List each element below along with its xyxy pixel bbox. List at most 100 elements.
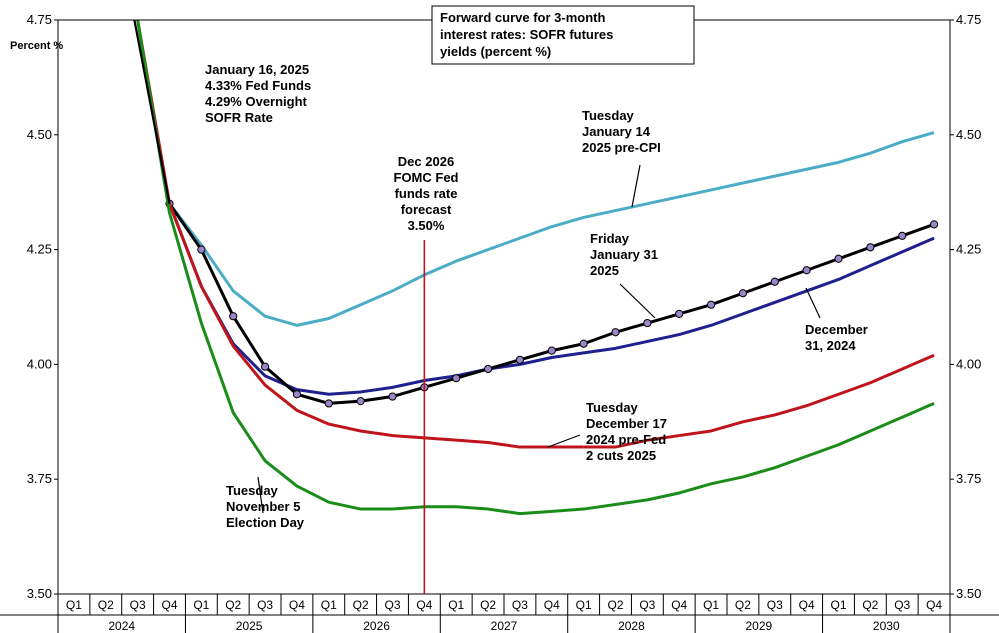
series-point-jan31 bbox=[770, 277, 779, 286]
series-line-dec31 bbox=[168, 203, 935, 396]
jan31-annotation-text: Friday January 31 2025 bbox=[590, 231, 658, 278]
fomc-annotation-text-bg bbox=[370, 152, 482, 236]
series-line-dec17-lead bbox=[136, 20, 138, 21]
series-point-jan31 bbox=[292, 390, 302, 399]
y-tick-label-right: 4.75 bbox=[956, 12, 981, 27]
fomc-annotation-text-line: 3.50% bbox=[408, 218, 445, 233]
series-point-jan31 bbox=[452, 374, 461, 383]
x-quarter-label: Q3 bbox=[130, 598, 146, 612]
title-box-line-2: interest rates: SOFR futures bbox=[440, 27, 613, 42]
series-point-jan31 bbox=[197, 245, 206, 254]
x-quarter-label: Q4 bbox=[926, 598, 942, 612]
jan31-annotation-line: Friday bbox=[590, 231, 630, 246]
y-tick-label-right: 3.50 bbox=[956, 586, 981, 601]
x-quarter-label: Q4 bbox=[416, 598, 432, 612]
series-point-jan31 bbox=[515, 355, 525, 364]
title-box-line-3: yields (percent %) bbox=[440, 44, 551, 59]
dec17-annotation: Tuesday December 17 2024 pre-Fed 2 cuts 202… bbox=[586, 400, 667, 463]
dec17-annotation-line: 2 cuts 2025 bbox=[586, 448, 656, 463]
x-quarter-label: Q1 bbox=[193, 598, 209, 612]
y-tick-label-right: 4.00 bbox=[956, 356, 981, 371]
dec31-leader bbox=[805, 287, 821, 319]
series-point-jan31 bbox=[929, 220, 939, 229]
series-layer bbox=[133, 20, 939, 516]
series-point-jan31 bbox=[483, 364, 493, 374]
x-quarter-label: Q4 bbox=[161, 598, 177, 612]
series-line-dec17 bbox=[679, 353, 935, 438]
x-quarter-label: Q3 bbox=[894, 598, 910, 612]
x-quarter-label: Q1 bbox=[448, 598, 464, 612]
fomc-annotation-text-line: funds rate bbox=[395, 186, 458, 201]
y-tick-label-left: 4.50 bbox=[27, 127, 52, 142]
fed-funds-annotation-line: 4.29% Overnight bbox=[205, 94, 308, 109]
series-point-jan31 bbox=[611, 328, 620, 337]
dec31-annotation-text: December 31, 2024 bbox=[805, 322, 868, 353]
series-point-jan31 bbox=[898, 231, 907, 240]
x-quarter-label: Q3 bbox=[512, 598, 528, 612]
dec17-annotation-line: December 17 bbox=[586, 416, 667, 431]
x-quarter-label: Q4 bbox=[671, 598, 687, 612]
x-quarter-label: Q3 bbox=[767, 598, 783, 612]
nov5-annotation-line: Election Day bbox=[226, 515, 305, 530]
title-box-text: Forward curve for 3-month interest rates… bbox=[440, 10, 617, 59]
jan31-annotation-line: 2025 bbox=[590, 263, 619, 278]
series-line-jan31-lead bbox=[133, 20, 171, 204]
x-quarter-label: Q2 bbox=[225, 598, 241, 612]
series-line-jan31 bbox=[168, 202, 935, 405]
jan14-annotation-text: Tuesday January 14 2025 pre-CPI bbox=[582, 108, 661, 155]
series-point-jan31 bbox=[643, 318, 652, 328]
series-point-jan31 bbox=[579, 339, 588, 348]
dec17-annotation-text: Tuesday December 17 2024 pre-Fed 2 cuts 202… bbox=[586, 400, 667, 463]
jan31-annotation-line: January 31 bbox=[590, 247, 658, 262]
nov5-leader bbox=[257, 476, 264, 514]
fed-funds-annotation-text: January 16, 2025 4.33% Fed Funds 4.29% Ove… bbox=[205, 62, 311, 125]
series-point-jan31 bbox=[260, 362, 270, 371]
x-quarter-label: Q4 bbox=[799, 598, 815, 612]
fomc-annotation-text-line: Dec 2026 bbox=[398, 154, 454, 169]
dec31-annotation-line: December bbox=[805, 322, 868, 337]
y-tick-label-left: 4.00 bbox=[27, 356, 52, 371]
dec17-annotation-line: Tuesday bbox=[586, 400, 639, 415]
series-point-jan31 bbox=[324, 399, 333, 408]
fomc-annotation-text: Dec 2026 FOMC Fed funds rate forecast 3.50% bbox=[370, 152, 482, 236]
x-quarter-label: Q2 bbox=[98, 598, 114, 612]
dec17-annotation-line: 2024 pre-Fed bbox=[586, 432, 666, 447]
series-line-nov5-lead bbox=[136, 20, 138, 21]
series-point-jan31 bbox=[802, 266, 811, 275]
x-quarter-label: Q2 bbox=[480, 598, 496, 612]
x-quarter-label: Q2 bbox=[607, 598, 623, 612]
series-point-jan31 bbox=[388, 392, 397, 401]
jan14-leader bbox=[631, 164, 641, 208]
dec31-annotation-line: 31, 2024 bbox=[805, 338, 856, 353]
jan14-annotation: Tuesday January 14 2025 pre-CPI bbox=[582, 108, 661, 155]
y-tick-label-left: 3.50 bbox=[27, 586, 52, 601]
x-quarter-label: Q1 bbox=[66, 598, 82, 612]
x-quarter-label: Q3 bbox=[384, 598, 400, 612]
x-quarter-label: Q4 bbox=[544, 598, 560, 612]
fomc-annotation-text-line: forecast bbox=[401, 202, 452, 217]
jan14-annotation-line: 2025 pre-CPI bbox=[582, 140, 661, 155]
y-tick-label-right: 4.25 bbox=[956, 242, 981, 257]
nov5-annotation-text: Tuesday November 5 Election Day bbox=[226, 483, 305, 530]
x-year-label: 2027 bbox=[491, 619, 518, 633]
series-point-jan31 bbox=[356, 397, 365, 406]
series-point-jan31 bbox=[706, 300, 716, 309]
x-year-label: 2026 bbox=[363, 619, 390, 633]
series-point-jan31 bbox=[675, 309, 684, 318]
series-point-jan31 bbox=[866, 243, 875, 252]
x-quarter-label: Q1 bbox=[703, 598, 719, 612]
x-year-label: 2029 bbox=[746, 619, 773, 633]
x-quarter-label: Q3 bbox=[257, 598, 273, 612]
series-line-dec17-bridge bbox=[583, 434, 680, 449]
fomc-annotation-text-line: FOMC Fed bbox=[394, 170, 459, 185]
nov5-annotation-line: November 5 bbox=[226, 499, 300, 514]
y-axis-label: Percent % bbox=[10, 40, 63, 52]
y-tick-label-left: 4.75 bbox=[27, 12, 52, 27]
x-quarter-label: Q3 bbox=[639, 598, 655, 612]
jan31-annotation: Friday January 31 2025 bbox=[590, 231, 658, 278]
title-box-line-1: Forward curve for 3-month bbox=[440, 10, 605, 25]
series-line-nov5 bbox=[136, 20, 935, 516]
fed-funds-annotation: January 16, 2025 4.33% Fed Funds 4.29% Ove… bbox=[205, 62, 311, 125]
axes-layer: 4.75 4.75 4.50 4.50 4.25 4.25 4.00 4.00 3.75 3.75… bbox=[0, 12, 999, 633]
